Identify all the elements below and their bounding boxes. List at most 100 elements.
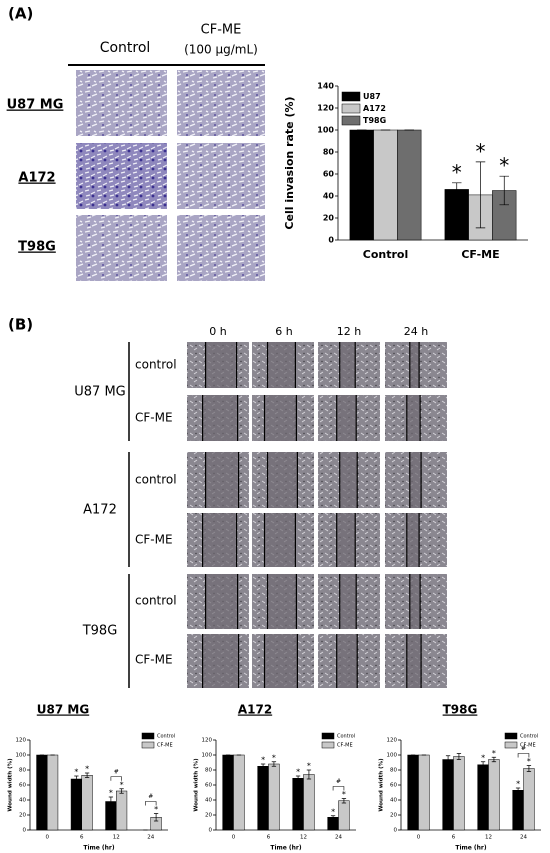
bar [338, 800, 350, 831]
bar [477, 764, 489, 831]
x-axis-label: Time (hr) [455, 845, 487, 852]
wound-gap [409, 574, 421, 629]
error-bar [341, 798, 347, 804]
condition-label: control [135, 358, 177, 372]
bar [81, 775, 93, 831]
bar [116, 790, 128, 831]
legend-label: Control [157, 734, 175, 740]
time-label: 6 h [275, 325, 292, 338]
y-axis-label: Wound width (%) [8, 758, 14, 812]
significance-mark: * [331, 807, 335, 816]
micrograph [177, 70, 265, 136]
bar [444, 189, 469, 241]
legend-swatch [504, 732, 518, 740]
y-tick-label: 20 [390, 813, 397, 819]
wound-gap [264, 395, 297, 441]
error-bar [491, 756, 497, 763]
comparison-label: # [148, 793, 153, 800]
y-tick-label: 20 [323, 214, 335, 223]
y-tick-label: 0 [394, 828, 398, 834]
significance-mark: * [74, 768, 78, 777]
bar [257, 766, 269, 831]
x-tick-label: 24 [520, 835, 527, 841]
micrograph [76, 215, 167, 281]
significance-mark: * [492, 749, 496, 758]
error-bar [330, 815, 336, 820]
wound-gap [406, 634, 422, 688]
y-tick-label: 40 [19, 798, 26, 804]
x-axis-label: Time (hr) [270, 845, 302, 852]
x-tick-label: 0 [417, 835, 421, 841]
legend-label: Control [337, 734, 355, 740]
time-label: 0 h [209, 325, 226, 338]
y-tick-label: 100 [317, 126, 334, 135]
y-tick-label: 60 [19, 783, 26, 789]
error-bar [306, 769, 312, 780]
y-tick-label: 80 [205, 768, 212, 774]
legend-swatch [141, 741, 155, 749]
y-tick-label: 120 [202, 738, 213, 744]
wound-gap [264, 513, 296, 567]
wound-gap [409, 452, 422, 508]
bar [453, 756, 465, 831]
wound-gap [339, 452, 358, 508]
x-tick-label: 24 [147, 835, 154, 841]
legend-swatch [341, 91, 361, 102]
y-tick-label: 60 [390, 783, 397, 789]
y-tick-label: 0 [23, 828, 27, 834]
bar [303, 774, 315, 831]
wound-gap [406, 513, 420, 567]
comparison-bracket [145, 801, 157, 806]
x-tick-label: Control [363, 248, 408, 261]
micrograph [177, 143, 265, 209]
bar [36, 754, 48, 831]
x-tick-label: 12 [485, 835, 492, 841]
y-tick-label: 80 [323, 148, 335, 157]
y-tick-label: 120 [317, 104, 334, 113]
group-label: T98G [82, 624, 118, 639]
condition-label: CF-ME [135, 533, 173, 547]
time-label: 24 h [404, 325, 428, 338]
micrograph [177, 215, 265, 281]
significance-mark: * [452, 160, 462, 184]
comparison-label: # [336, 778, 341, 785]
error-bar [475, 161, 486, 229]
wound-gap [339, 574, 357, 629]
significance-mark: * [261, 756, 265, 765]
y-tick-label: 120 [16, 738, 27, 744]
condition-label: CF-ME [135, 411, 173, 425]
significance-mark: * [272, 753, 276, 762]
x-tick-label: 0 [232, 835, 236, 841]
y-axis-label: Cell invasion rate (%) [283, 96, 296, 229]
wound-gap [202, 634, 239, 688]
error-bar [271, 761, 277, 767]
y-axis-label: Wound width (%) [379, 758, 385, 812]
row-label: T98G [18, 240, 56, 255]
error-bar [295, 775, 301, 781]
group-label: A172 [83, 503, 117, 518]
comparison-bracket [517, 753, 530, 758]
significance-mark: * [109, 789, 113, 798]
wound-gap [202, 513, 237, 567]
wound-gap [339, 342, 356, 388]
legend-label: T98G [363, 116, 386, 125]
significance-mark: * [516, 780, 520, 789]
error-bar [108, 796, 114, 807]
legend-swatch [341, 103, 361, 114]
y-tick-label: 20 [205, 813, 212, 819]
column-header: Control [100, 40, 151, 56]
comparison-bracket [110, 776, 122, 781]
y-tick-label: 0 [209, 828, 213, 834]
y-tick-label: 80 [19, 768, 26, 774]
error-bar [153, 813, 159, 822]
bar [373, 129, 398, 241]
error-bar [260, 763, 266, 769]
legend-label: CF-ME [520, 743, 536, 749]
legend-label: A172 [363, 104, 386, 113]
significance-mark: * [481, 753, 485, 762]
legend-label: Control [520, 734, 538, 740]
wound-gap [267, 574, 297, 629]
bar [47, 754, 59, 831]
y-tick-label: 100 [16, 753, 27, 759]
bar [70, 778, 82, 831]
